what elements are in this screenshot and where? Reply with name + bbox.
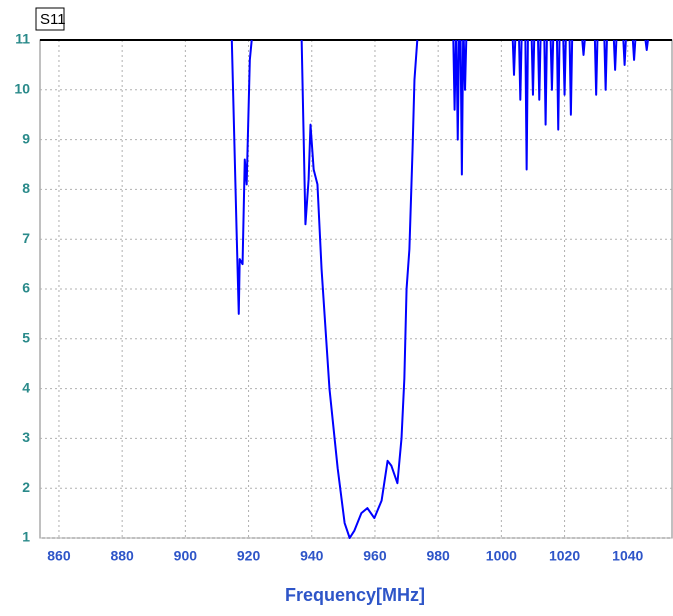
x-tick-label: 1040 — [612, 548, 643, 564]
y-tick-label: 8 — [22, 180, 30, 196]
x-tick-label: 1000 — [486, 548, 517, 564]
y-tick-label: 1 — [22, 529, 30, 545]
y-tick-label: 11 — [15, 31, 30, 47]
y-tick-label: 10 — [14, 81, 30, 97]
x-tick-label: 1020 — [549, 548, 580, 564]
y-tick-label: 9 — [22, 130, 30, 146]
x-tick-label: 900 — [174, 548, 198, 564]
chart-title: S11 — [40, 11, 66, 28]
y-tick-label: 5 — [22, 330, 30, 346]
x-tick-label: 860 — [47, 548, 71, 564]
x-axis-label: Frequency[MHz] — [285, 585, 425, 605]
y-tick-label: 7 — [22, 230, 30, 246]
line-series — [230, 39, 649, 539]
y-tick-label: 4 — [22, 379, 30, 395]
y-tick-label: 2 — [22, 479, 30, 495]
x-tick-label: 880 — [110, 548, 134, 564]
y-tick-label: 6 — [22, 280, 30, 296]
x-tick-label: 920 — [237, 548, 261, 564]
title-box — [35, 7, 65, 31]
x-tick-label: 940 — [300, 548, 324, 564]
x-tick-label: 980 — [426, 548, 450, 564]
x-tick-label: 960 — [363, 548, 387, 564]
y-tick-label: 3 — [22, 429, 30, 445]
